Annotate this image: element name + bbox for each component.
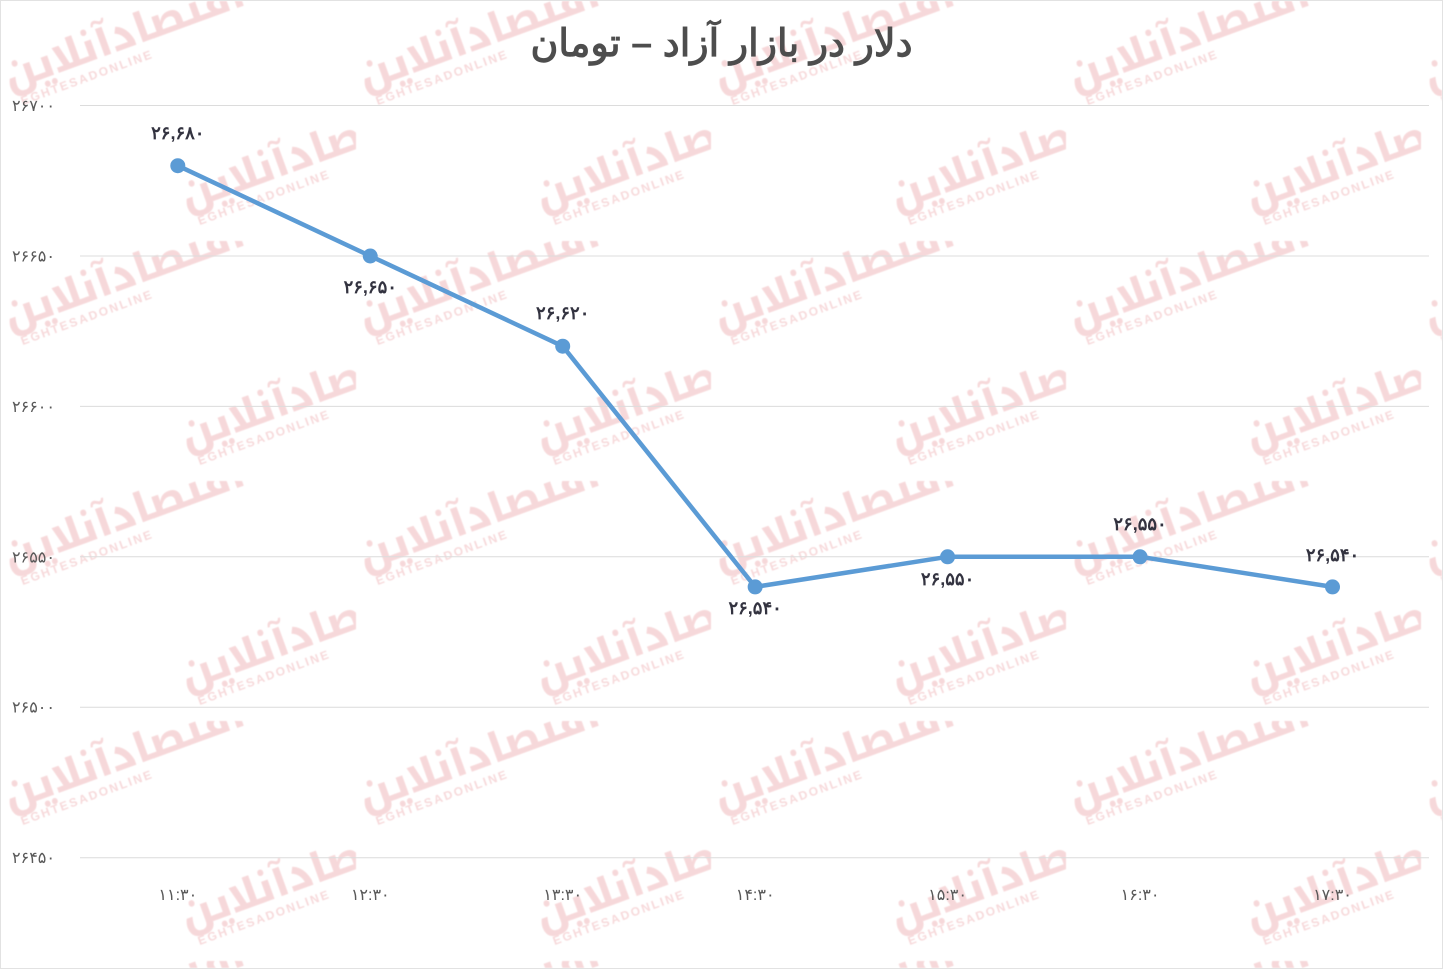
svg-text:۲۶,۵۴۰: ۲۶,۵۴۰ xyxy=(1306,545,1359,565)
svg-text:۲۶۵۵۰: ۲۶۵۵۰ xyxy=(12,549,55,566)
svg-text:۲۶۴۵۰: ۲۶۴۵۰ xyxy=(12,850,55,867)
svg-text:۱۶:۳۰: ۱۶:۳۰ xyxy=(1121,887,1160,904)
svg-text:۱۷:۳۰: ۱۷:۳۰ xyxy=(1313,887,1352,904)
svg-text:۱۳:۳۰: ۱۳:۳۰ xyxy=(543,887,582,904)
svg-text:۲۶,۶۵۰: ۲۶,۶۵۰ xyxy=(344,277,397,297)
svg-text:۲۶,۵۴۰: ۲۶,۵۴۰ xyxy=(728,598,781,618)
svg-text:۲۶,۵۵۰: ۲۶,۵۵۰ xyxy=(1113,514,1166,534)
svg-text:۱۲:۳۰: ۱۲:۳۰ xyxy=(351,887,390,904)
svg-text:۲۶۶۰۰: ۲۶۶۰۰ xyxy=(12,399,55,416)
svg-text:۱۱:۳۰: ۱۱:۳۰ xyxy=(158,887,197,904)
svg-text:۲۶,۶۲۰: ۲۶,۶۲۰ xyxy=(536,303,589,323)
svg-text:۲۶۷۰۰: ۲۶۷۰۰ xyxy=(12,98,55,115)
svg-text:۲۶۶۵۰: ۲۶۶۵۰ xyxy=(12,249,55,266)
svg-text:۱۵:۳۰: ۱۵:۳۰ xyxy=(928,887,967,904)
svg-text:۱۴:۳۰: ۱۴:۳۰ xyxy=(736,887,775,904)
svg-text:۲۶۵۰۰: ۲۶۵۰۰ xyxy=(12,700,55,717)
svg-text:۲۶,۵۵۰: ۲۶,۵۵۰ xyxy=(921,569,974,589)
svg-text:۲۶,۶۸۰: ۲۶,۶۸۰ xyxy=(151,123,204,143)
